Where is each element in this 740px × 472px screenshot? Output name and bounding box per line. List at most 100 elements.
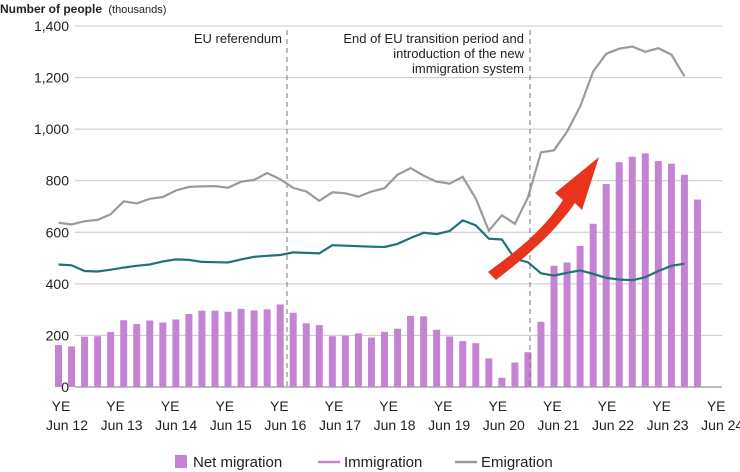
net-migration-bar (381, 331, 388, 387)
legend-label: Immigration (344, 454, 422, 471)
net-migration-bar (354, 333, 362, 387)
net-migration-bar (446, 336, 454, 387)
x-tick-label-bottom: Jun 24 (701, 417, 740, 433)
y-tick-label: 1,200 (34, 70, 69, 86)
net-migration-bar (524, 352, 532, 387)
y-tick-label: 400 (46, 276, 70, 292)
net-migration-bar (537, 321, 545, 387)
x-tick-label-top: YE (707, 398, 726, 414)
x-tick-label-bottom: Jun 15 (210, 417, 252, 433)
legend-label: Net migration (193, 454, 282, 471)
net-migration-bar (550, 265, 558, 387)
net-migration-bar (133, 324, 141, 387)
net-migration-bar (498, 377, 506, 387)
x-tick-label-bottom: Jun 19 (428, 417, 470, 433)
y-tick-label: 200 (46, 327, 70, 343)
x-tick-label-top: YE (652, 398, 671, 414)
net-migration-bar (459, 341, 467, 387)
net-migration-bar (159, 322, 167, 387)
immigration-line (58, 219, 685, 282)
x-tick-label-bottom: Jun 22 (592, 417, 634, 433)
net-migration-bar (394, 328, 402, 387)
annotation-transition-line: immigration system (412, 61, 524, 76)
net-migration-bar (250, 310, 258, 387)
net-migration-bar (146, 320, 154, 387)
net-migration-bar (172, 319, 180, 387)
x-tick-label-bottom: Jun 17 (319, 417, 361, 433)
net-migration-bar (472, 343, 480, 387)
y-axis-labels: 0 200 400 600 800 1,000 1,200 1,400 (34, 18, 69, 395)
net-migration-bar (328, 336, 336, 387)
x-tick-label-top: YE (488, 398, 507, 414)
net-migration-bar (55, 344, 62, 387)
title-suffix: (thousands) (108, 4, 166, 16)
x-tick-label-bottom: Jun 12 (46, 417, 88, 433)
net-migration-bar (407, 315, 415, 387)
net-migration-bar (341, 335, 349, 387)
title-main: Number of people (0, 2, 102, 16)
net-migration-bar (107, 332, 115, 387)
x-tick-label-top: YE (106, 398, 125, 414)
y-tick-label: 0 (61, 379, 69, 395)
x-tick-label-top: YE (379, 398, 398, 414)
emigration-line (58, 45, 686, 233)
y-tick-label: 1,400 (34, 18, 69, 34)
trend-arrow (488, 157, 599, 280)
x-tick-label-bottom: Jun 20 (483, 417, 525, 433)
net-migration-bar (615, 162, 623, 387)
annotation-eu-referendum: EU referendum (194, 31, 282, 46)
net-migration-bar (263, 309, 271, 387)
net-migration-bar (511, 362, 519, 387)
x-tick-label-top: YE (543, 398, 562, 414)
x-tick-label-top: YE (270, 398, 289, 414)
net-migration-bar (237, 308, 245, 387)
net-migration-bar (198, 310, 206, 387)
x-axis-labels: YE Jun 12 YE Jun 13 YE Jun 14 YE Jun 15 YE Jun 16… (46, 398, 740, 433)
net-migration-bar (628, 156, 636, 387)
y-tick-label: 600 (46, 224, 70, 240)
net-migration-bar (485, 358, 493, 387)
x-tick-label-bottom: Jun 18 (374, 417, 416, 433)
x-tick-label-top: YE (325, 398, 344, 414)
net-migration-bar (120, 320, 128, 387)
net-migration-bar (367, 337, 375, 387)
net-migration-bar (433, 329, 441, 387)
gridlines (75, 25, 722, 388)
legend-item: Immigration (318, 454, 422, 471)
y-tick-label: 800 (46, 173, 70, 189)
net-migration-bar (224, 311, 232, 387)
net-migration-bar (302, 323, 310, 387)
annotation-transition-line: End of EU transition period and (343, 31, 524, 46)
net-migration-bar (602, 184, 610, 387)
x-tick-label-bottom: Jun 14 (155, 417, 197, 433)
net-migration-bar (420, 316, 428, 387)
net-migration-bar (276, 304, 284, 387)
net-migration-bar (185, 314, 193, 387)
trend-arrow-shape (488, 157, 599, 280)
x-tick-label-top: YE (598, 398, 617, 414)
x-tick-label-top: YE (161, 398, 180, 414)
legend-label: Emigration (481, 454, 553, 471)
net-migration-bars (55, 153, 701, 387)
net-migration-bar (315, 325, 323, 387)
legend-item: Net migration (175, 454, 282, 471)
net-migration-bar (654, 161, 662, 387)
net-migration-bar (667, 163, 675, 387)
legend-item: Emigration (455, 454, 553, 471)
legend: Net migration Immigration Emigration (175, 454, 553, 471)
net-migration-bar (289, 312, 297, 387)
net-migration-bar (94, 336, 102, 387)
x-tick-label-top: YE (52, 398, 71, 414)
x-tick-label-bottom: Jun 13 (101, 417, 143, 433)
x-tick-label-bottom: Jun 21 (537, 417, 579, 433)
x-tick-label-top: YE (434, 398, 453, 414)
net-migration-bar (563, 262, 571, 387)
x-tick-label-bottom: Jun 23 (647, 417, 689, 433)
net-migration-bar (680, 174, 688, 387)
net-migration-bar (576, 245, 584, 387)
x-tick-label-bottom: Jun 16 (264, 417, 306, 433)
legend-swatch (175, 455, 187, 468)
annotation-transition-line: introduction of the new (393, 46, 524, 61)
x-tick-label-top: YE (215, 398, 234, 414)
